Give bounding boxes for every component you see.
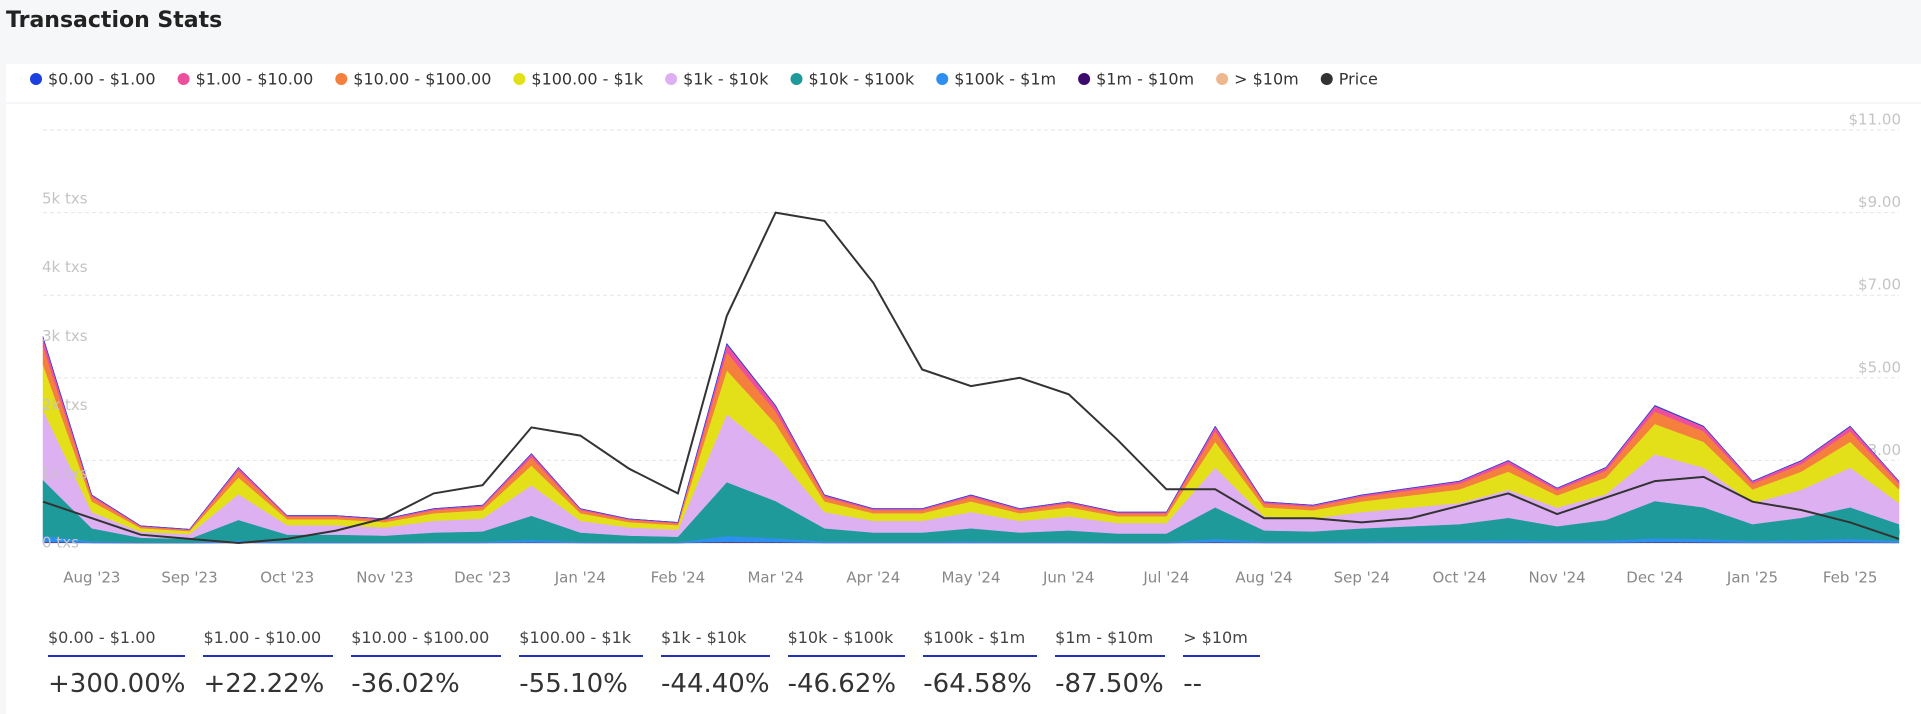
legend-dot: [513, 73, 526, 85]
stat-item: $1m - $10m -87.50%: [1055, 628, 1166, 699]
legend-label: $0.00 - $1.00: [48, 70, 156, 89]
legend-item[interactable]: $1.00 - $10.00: [177, 70, 314, 89]
x-tick-label: Jan '25: [1726, 569, 1778, 587]
x-tick-label: Jun '24: [1042, 569, 1094, 587]
y-tick-label: 5k txs: [42, 189, 88, 207]
stat-value: -64.58%: [923, 669, 1032, 699]
stat-label: $10k - $100k: [787, 628, 906, 657]
stat-label: > $10m: [1183, 628, 1260, 657]
legend-dot: [936, 73, 949, 85]
stat-value: -55.10%: [519, 669, 628, 699]
stats-row: $0.00 - $1.00 +300.00% $1.00 - $10.00 +22.2…: [48, 628, 1260, 699]
x-tick-label: Nov '23: [356, 569, 413, 587]
page-title: Transaction Stats: [6, 8, 223, 33]
x-tick-label: Jan '24: [554, 569, 606, 587]
stat-value: -44.40%: [661, 669, 770, 699]
legend-item[interactable]: $10.00 - $100.00: [335, 70, 491, 89]
y2-tick-label: $11.00: [1849, 111, 1902, 129]
legend-label: $10.00 - $100.00: [353, 70, 491, 89]
x-tick-label: Feb '25: [1823, 569, 1878, 587]
legend-item[interactable]: $1k - $10k: [665, 70, 769, 89]
legend-label: $10k - $100k: [809, 70, 915, 89]
stat-label: $1m - $10m: [1055, 628, 1166, 657]
legend-dot: [665, 73, 678, 85]
stat-value: +22.22%: [203, 669, 325, 699]
x-tick-label: Apr '24: [846, 569, 900, 587]
stat-item: > $10m --: [1183, 628, 1260, 699]
stat-label: $0.00 - $1.00: [48, 628, 186, 657]
y-tick-label: 2k txs: [42, 396, 88, 414]
legend-label: $1.00 - $10.00: [196, 70, 314, 89]
x-tick-label: Nov '24: [1528, 569, 1585, 587]
legend-dot: [790, 73, 803, 85]
legend-dot: [1216, 73, 1229, 85]
x-tick-label: Sep '23: [161, 569, 217, 587]
legend-item[interactable]: $1m - $10m: [1078, 70, 1194, 89]
x-tick-label: Mar '24: [747, 569, 803, 587]
stat-label: $10.00 - $100.00: [351, 628, 502, 657]
x-tick-label: Dec '23: [454, 569, 511, 587]
legend-item[interactable]: Price: [1320, 70, 1378, 89]
y2-tick-label: $5.00: [1858, 358, 1901, 376]
legend-label: $1k - $10k: [683, 70, 769, 89]
stat-item: $10.00 - $100.00 -36.02%: [351, 628, 502, 699]
legend-label: Price: [1339, 70, 1378, 89]
legend-dot: [177, 73, 190, 85]
x-tick-label: Dec '24: [1626, 569, 1683, 587]
legend-item[interactable]: $100k - $1m: [936, 70, 1056, 89]
card: [6, 64, 1921, 714]
legend-item[interactable]: $100.00 - $1k: [513, 70, 644, 89]
legend-label: $1m - $10m: [1096, 70, 1194, 89]
stat-value: +300.00%: [48, 669, 186, 699]
y-tick-label: 3k txs: [42, 327, 88, 345]
stat-value: -87.50%: [1055, 669, 1164, 699]
x-tick-label: May '24: [942, 569, 1001, 587]
stat-value: -36.02%: [351, 669, 460, 699]
stat-item: $0.00 - $1.00 +300.00%: [48, 628, 186, 699]
x-tick-label: Aug '23: [63, 569, 120, 587]
x-tick-label: Feb '24: [651, 569, 706, 587]
stat-label: $100k - $1m: [923, 628, 1038, 657]
legend-dot: [335, 73, 348, 85]
y-tick-label: 0 txs: [42, 534, 79, 552]
stat-item: $1.00 - $10.00 +22.22%: [203, 628, 334, 699]
stat-label: $1.00 - $10.00: [203, 628, 334, 657]
legend-label: $100k - $1m: [954, 70, 1056, 89]
legend-item[interactable]: $0.00 - $1.00: [30, 70, 156, 89]
y-tick-label: 4k txs: [42, 258, 88, 276]
stat-item: $100k - $1m -64.58%: [923, 628, 1038, 699]
stat-item: $100.00 - $1k -55.10%: [519, 628, 644, 699]
legend-item[interactable]: $10k - $100k: [790, 70, 915, 89]
x-tick-label: Oct '24: [1432, 569, 1486, 587]
price-line: [42, 211, 1900, 545]
stat-label: $1k - $10k: [661, 628, 770, 657]
x-tick-label: Sep '24: [1334, 569, 1390, 587]
area: [42, 336, 1900, 530]
legend-item[interactable]: > $10m: [1216, 70, 1299, 89]
legend-dot: [1320, 73, 1333, 85]
stat-item: $10k - $100k -46.62%: [787, 628, 906, 699]
stat-label: $100.00 - $1k: [519, 628, 644, 657]
legend-label: $100.00 - $1k: [531, 70, 643, 89]
stat-item: $1k - $10k -44.40%: [661, 628, 770, 699]
stat-value: --: [1183, 669, 1202, 699]
legend-dot: [1078, 73, 1091, 85]
legend-label: > $10m: [1234, 70, 1299, 89]
stat-value: -46.62%: [787, 669, 897, 699]
x-tick-label: Jul '24: [1142, 569, 1189, 587]
x-tick-label: Aug '24: [1235, 569, 1292, 587]
y2-tick-label: $7.00: [1858, 276, 1901, 294]
y-tick-label: 1k txs: [42, 465, 88, 483]
x-tick-label: Oct '23: [260, 569, 314, 587]
y2-tick-label: $9.00: [1858, 193, 1901, 211]
legend-dot: [30, 73, 42, 85]
